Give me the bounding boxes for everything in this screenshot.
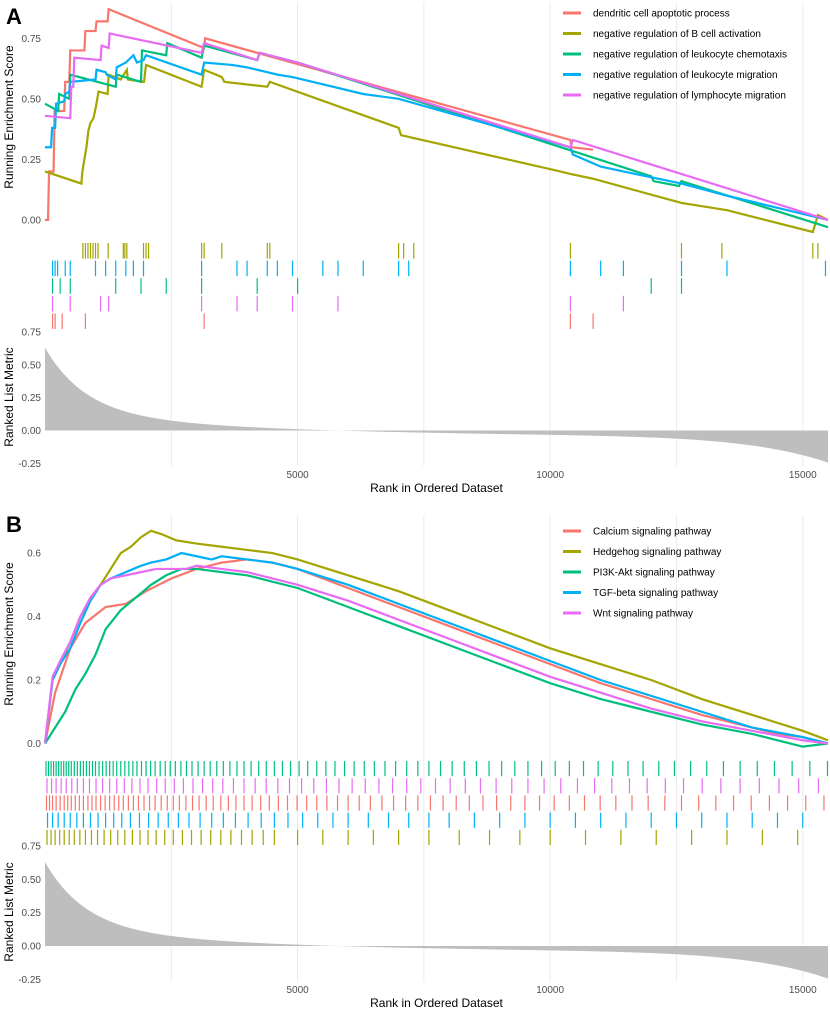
es-y-tick-label: 0.50 [22,94,42,105]
es-y-tick-label: 0.75 [22,34,42,45]
x-tick-label: 10000 [536,985,564,996]
x-tick-label: 15000 [789,985,817,996]
es-y-axis-title: Running Enrichment Score [2,562,16,706]
es-y-tick-label: 0.00 [22,215,42,226]
metric-y-tick-label: 0.50 [22,360,42,371]
es-y-tick-label: 0.4 [27,612,41,623]
x-tick-label: 10000 [536,470,564,481]
x-tick-label: 15000 [789,470,817,481]
es-y-tick-label: 0.2 [27,676,41,687]
panel-a-label: A [6,4,22,29]
metric-y-axis-title: Ranked List Metric [2,347,16,446]
metric-y-tick-label: 0.00 [22,426,42,437]
metric-y-tick-label: -0.25 [18,975,41,986]
legend-label: TGF-beta signaling pathway [593,588,718,599]
legend-label: Hedgehog signaling pathway [593,547,721,558]
x-axis-title: Rank in Ordered Dataset [370,481,503,495]
es-line-2 [44,63,829,234]
es-line-5 [44,32,829,221]
legend-label: negative regulation of leukocyte migrati… [593,70,778,81]
legend-label: Calcium signaling pathway [593,527,711,538]
es-line-3 [44,567,829,748]
legend-label: negative regulation of B cell activation [593,29,761,40]
ranked-metric-area [45,862,828,979]
legend-label: PI3K-Akt signaling pathway [593,568,715,579]
ranked-metric-area [45,347,828,463]
es-y-tick-label: 0.6 [27,549,41,560]
panel-a-chart: 0.00 0.25 0.50 0.75 -0.25 0.00 0.25 0.50 0.75 Run… [2,2,829,495]
es-y-axis-title: Running Enrichment Score [2,45,16,189]
legend-label: Wnt signaling pathway [593,609,693,620]
panel-b-chart: 0.0 0.2 0.4 0.6 -0.25 0.00 0.25 0.50 0.75 Running… [2,515,829,1010]
legend-label: negative regulation of leukocyte chemota… [593,50,787,61]
metric-y-tick-label: 0.25 [22,908,42,919]
es-line-2 [43,529,829,744]
panel-b-label: B [6,512,22,537]
es-line-5 [43,564,829,745]
metric-y-axis-title: Ranked List Metric [2,862,16,961]
x-tick-label: 5000 [286,985,309,996]
es-line-4 [43,551,829,745]
metric-y-tick-label: 0.50 [22,875,42,886]
legend-label: dendritic cell apoptotic process [593,9,730,20]
metric-y-tick-label: 0.00 [22,942,42,953]
es-line-1 [45,7,594,221]
metric-y-tick-label: 0.75 [22,842,42,853]
metric-y-tick-label: 0.75 [22,327,42,338]
x-axis-title: Rank in Ordered Dataset [370,996,503,1010]
x-tick-label: 5000 [286,470,309,481]
es-y-tick-label: 0.25 [22,155,42,166]
es-y-tick-label: 0.0 [27,739,41,750]
legend-label: negative regulation of lymphocyte migrat… [593,91,786,102]
metric-y-tick-label: 0.25 [22,393,42,404]
metric-y-tick-label: -0.25 [18,459,41,470]
